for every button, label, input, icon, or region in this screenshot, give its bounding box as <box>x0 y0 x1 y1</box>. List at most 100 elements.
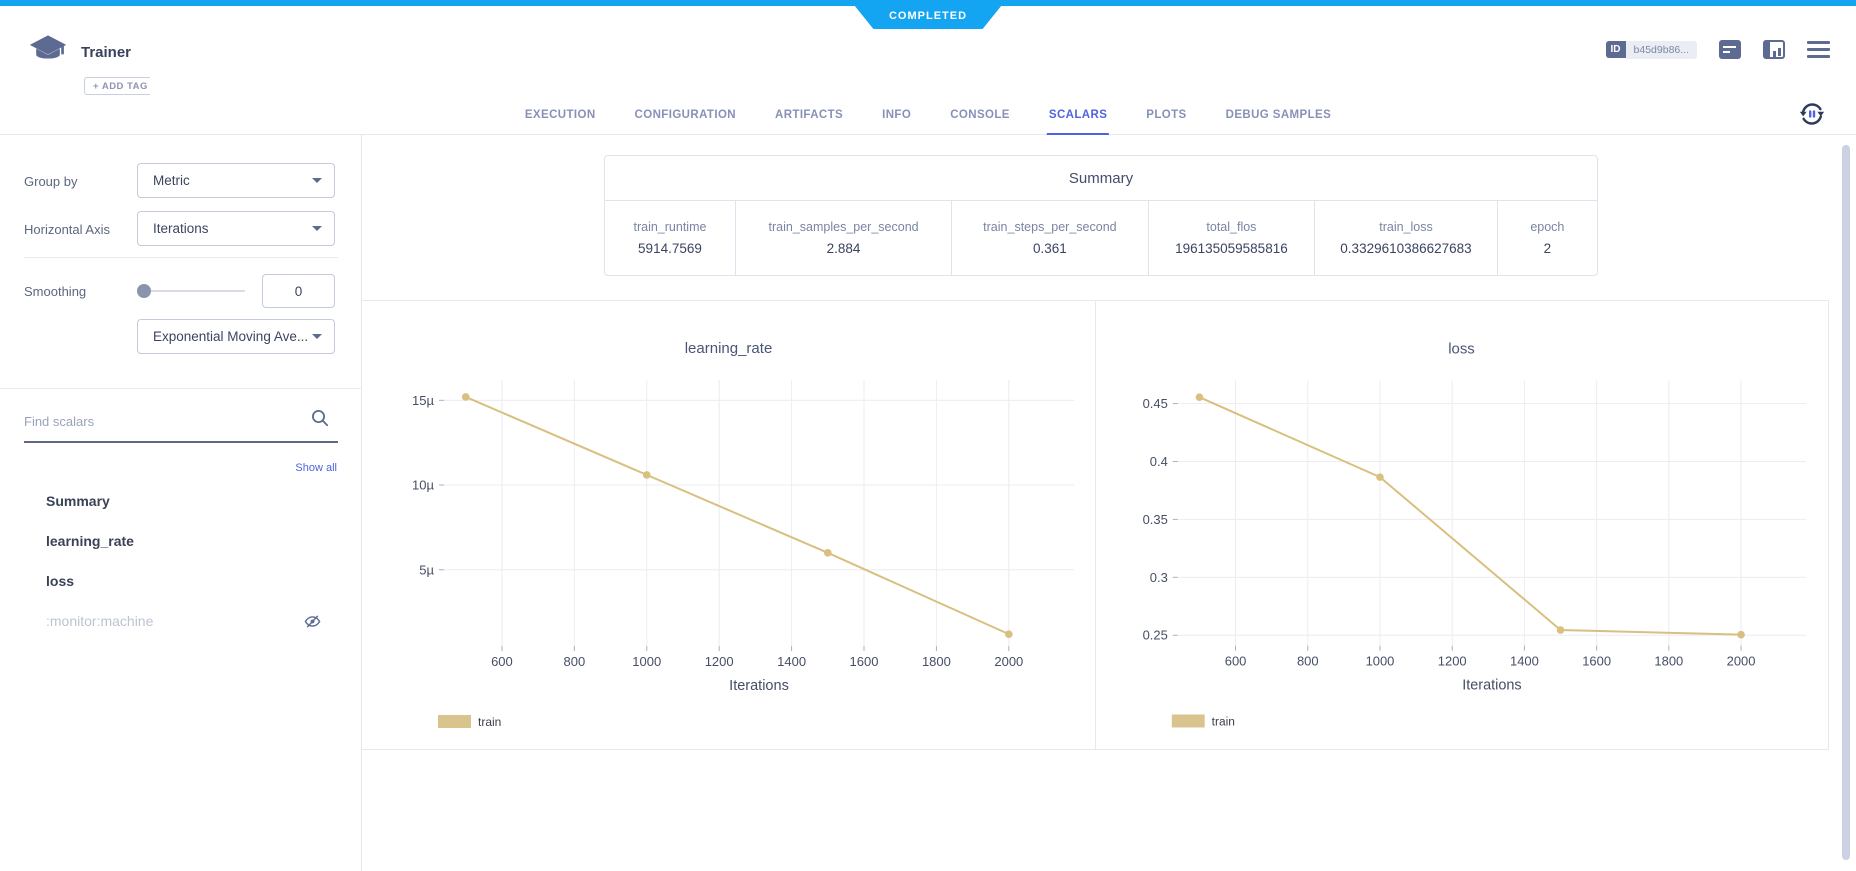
tab-info[interactable]: INFO <box>882 109 912 121</box>
details-icon[interactable] <box>1719 40 1741 59</box>
svg-text:10µ: 10µ <box>412 478 434 493</box>
summary-cell-value: 5914.7569 <box>638 241 702 256</box>
show-all-link[interactable]: Show all <box>295 462 337 474</box>
svg-text:800: 800 <box>1297 654 1319 669</box>
svg-text:1600: 1600 <box>1582 654 1611 669</box>
group-by-value: Metric <box>153 173 190 188</box>
summary-cell-label: train_samples_per_second <box>768 220 919 234</box>
summary-cell-value: 2 <box>1543 241 1552 256</box>
tab-artifacts[interactable]: ARTIFACTS <box>775 109 844 121</box>
smoothing-algorithm-value: Exponential Moving Ave... <box>153 329 308 344</box>
scalar-item-monitor-machine[interactable]: :monitor:machine <box>0 601 361 641</box>
summary-cell-train_runtime: train_runtime 5914.7569 <box>605 201 736 275</box>
scalar-item-label: loss <box>46 573 75 589</box>
horizontal-axis-label: Horizontal Axis <box>24 222 110 237</box>
tab-execution[interactable]: EXECUTION <box>524 109 596 121</box>
tab-plots[interactable]: PLOTS <box>1146 109 1187 121</box>
scalar-item-label: :monitor:machine <box>46 613 154 629</box>
svg-text:1000: 1000 <box>632 654 661 669</box>
svg-text:2000: 2000 <box>994 654 1023 669</box>
hamburger-menu-icon[interactable] <box>1807 41 1830 58</box>
summary-cell-total_flos: total_flos 196135059585816 <box>1149 201 1316 275</box>
id-badge: ID <box>1605 41 1626 58</box>
svg-text:1200: 1200 <box>705 654 734 669</box>
svg-text:train: train <box>478 715 501 729</box>
summary-cell-label: epoch <box>1530 220 1565 234</box>
svg-text:5µ: 5µ <box>419 562 434 577</box>
page-title: Trainer <box>81 44 132 61</box>
horizontal-axis-dropdown[interactable]: Iterations <box>137 211 335 246</box>
status-badge-label: COMPLETED <box>888 9 968 22</box>
search-underline <box>24 441 338 443</box>
smoothing-slider-track[interactable] <box>143 290 245 292</box>
chevron-down-icon <box>312 334 322 339</box>
summary-cell-value: 196135059585816 <box>1175 241 1288 256</box>
learning_rate-chart[interactable]: learning_rate 600 800 1000 1200 1400 1600 1800 2… <box>362 301 1095 749</box>
chevron-down-icon <box>312 178 322 183</box>
sidebar-section-divider <box>0 388 362 389</box>
search-icon[interactable] <box>311 409 329 432</box>
tabs: EXECUTION CONFIGURATION ARTIFACTS INFO CONSO… <box>523 108 1333 135</box>
svg-text:1000: 1000 <box>1366 654 1395 669</box>
svg-text:0.4: 0.4 <box>1150 454 1168 469</box>
id-value: b45d9b86... <box>1625 40 1697 59</box>
svg-text:loss: loss <box>1448 340 1475 357</box>
tab-scalars[interactable]: SCALARS <box>1046 108 1110 135</box>
chevron-down-icon <box>312 226 322 231</box>
svg-text:Iterations: Iterations <box>1462 678 1521 694</box>
svg-text:train: train <box>1212 714 1235 728</box>
summary-cell-train_samples_per_second: train_samples_per_second 2.884 <box>736 201 953 275</box>
smoothing-label: Smoothing <box>24 284 87 299</box>
svg-text:0.45: 0.45 <box>1143 396 1168 411</box>
summary-cell-train_steps_per_second: train_steps_per_second 0.361 <box>952 201 1149 275</box>
tab-console[interactable]: CONSOLE <box>950 109 1010 121</box>
smoothing-slider-thumb[interactable] <box>137 284 151 298</box>
svg-text:600: 600 <box>491 654 513 669</box>
scalar-item-learning-rate[interactable]: learning_rate <box>0 521 361 561</box>
scalar-item-label: learning_rate <box>46 533 134 549</box>
svg-text:learning_rate: learning_rate <box>685 340 773 357</box>
tab-configuration[interactable]: CONFIGURATION <box>634 109 737 121</box>
scalar-item-loss[interactable]: loss <box>0 561 361 601</box>
svg-text:15µ: 15µ <box>412 393 434 408</box>
svg-text:0.35: 0.35 <box>1143 512 1168 527</box>
smoothing-algorithm-dropdown[interactable]: Exponential Moving Ave... <box>137 319 335 354</box>
sidebar-section-divider <box>24 257 338 258</box>
svg-text:0.25: 0.25 <box>1143 628 1168 643</box>
svg-text:1400: 1400 <box>777 654 806 669</box>
add-tag-button[interactable]: + ADD TAG <box>84 77 150 95</box>
loss-chart[interactable]: loss 600 800 1000 1200 1400 1600 1800 2000 0.25 0.… <box>1095 301 1827 749</box>
auto-refresh-icon[interactable] <box>1798 100 1826 128</box>
summary-cell-epoch: epoch 2 <box>1498 201 1597 275</box>
scalar-item-summary[interactable]: Summary <box>0 481 361 521</box>
summary-cell-value: 2.884 <box>826 241 861 256</box>
summary-cell-label: train_loss <box>1379 220 1433 234</box>
summary-columns: train_runtime 5914.7569 train_samples_per_… <box>605 201 1597 275</box>
svg-text:1800: 1800 <box>922 654 951 669</box>
tab-debug-samples[interactable]: DEBUG SAMPLES <box>1225 109 1332 121</box>
svg-text:800: 800 <box>563 654 585 669</box>
smoothing-value-input[interactable] <box>262 274 335 308</box>
add-tag-label: + ADD TAG <box>93 80 148 92</box>
experiment-id-pill[interactable]: ID b45d9b86... <box>1605 40 1697 59</box>
status-badge: COMPLETED <box>850 0 1006 29</box>
summary-cell-train_loss: train_loss 0.3329610386627683 <box>1315 201 1498 275</box>
group-by-dropdown[interactable]: Metric <box>137 163 335 198</box>
scalar-item-label: Summary <box>46 493 110 509</box>
summary-cell-value: 0.3329610386627683 <box>1340 241 1472 256</box>
vertical-scrollbar[interactable] <box>1842 145 1850 860</box>
summary-cell-label: train_runtime <box>633 220 707 234</box>
summary-table: Summary train_runtime 5914.7569 train_samp… <box>604 155 1598 276</box>
summary-table-title: Summary <box>605 156 1597 201</box>
group-by-label: Group by <box>24 174 78 189</box>
scalars-sidebar: Group by Metric Horizontal Axis Iteratio… <box>0 135 362 871</box>
eye-slash-icon[interactable] <box>304 613 321 630</box>
panel-chart-icon[interactable] <box>1763 40 1785 59</box>
summary-cell-label: total_flos <box>1206 220 1257 234</box>
scalars-main-panel: Summary train_runtime 5914.7569 train_samp… <box>362 135 1856 871</box>
search-input[interactable] <box>24 408 306 434</box>
header-divider <box>0 134 1856 135</box>
svg-text:2000: 2000 <box>1727 654 1756 669</box>
